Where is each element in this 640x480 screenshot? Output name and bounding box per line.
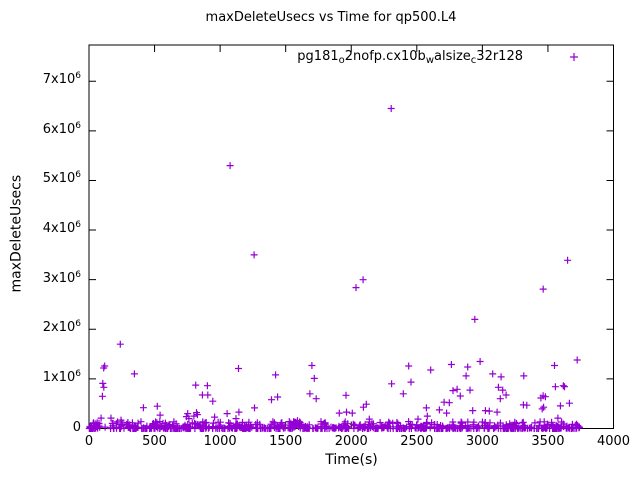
x-tick-label: 4000 <box>596 434 631 449</box>
y-tick-label: 4x106 <box>0 220 81 237</box>
y-tick-label: 1x106 <box>0 368 81 385</box>
legend-label-subscript: c <box>470 55 477 66</box>
y-tick-label: 7x106 <box>0 71 81 88</box>
y-tick-mantissa: 7x10 <box>42 72 76 88</box>
x-tick-label: 0 <box>84 434 94 449</box>
axis-tick-marks <box>88 45 614 429</box>
x-tick-label: 2000 <box>334 434 368 449</box>
legend-label-text: alsize <box>434 49 471 64</box>
x-tick-label: 1500 <box>269 434 303 449</box>
legend-series-label: pg181o2nofp.cx10bwalsizec32r128 <box>200 49 523 66</box>
scatter-points <box>85 105 583 432</box>
y-tick-exponent: 6 <box>75 319 81 330</box>
y-tick-exponent: 6 <box>75 71 81 82</box>
y-tick-mantissa: 3x10 <box>42 270 76 286</box>
y-tick-mantissa: 5x10 <box>42 171 76 187</box>
x-tick-label: 500 <box>142 434 167 449</box>
y-tick-exponent: 6 <box>75 120 81 131</box>
y-tick-exponent: 6 <box>75 220 81 231</box>
y-tick-label: 3x106 <box>0 269 81 286</box>
x-tick-label: 1000 <box>203 434 237 449</box>
legend-label-text: pg181 <box>297 49 339 64</box>
x-tick-label: 3500 <box>531 434 565 449</box>
y-tick-label: 2x106 <box>0 319 81 336</box>
legend-label-subscript: o <box>338 55 345 66</box>
y-tick-label: 0 <box>0 420 81 435</box>
x-tick-label: 2500 <box>400 434 434 449</box>
x-tick-label: 3000 <box>465 434 499 449</box>
chart-title: maxDeleteUsecs vs Time for qp500.L4 <box>205 10 457 25</box>
y-tick-mantissa: 6x10 <box>42 121 76 137</box>
y-tick-label: 5x106 <box>0 170 81 187</box>
y-tick-label: 6x106 <box>0 120 81 137</box>
y-tick-mantissa: 1x10 <box>42 369 76 385</box>
legend-label-text: 32r128 <box>476 49 523 64</box>
plot-border <box>88 44 614 429</box>
legend-label-text: 2nofp.cx10b <box>344 49 426 64</box>
legend-marker-icon <box>570 53 578 61</box>
y-tick-exponent: 6 <box>75 368 81 379</box>
y-tick-exponent: 6 <box>75 269 81 280</box>
y-tick-exponent: 6 <box>75 170 81 181</box>
x-axis-label: Time(s) <box>325 452 378 468</box>
y-tick-mantissa: 0 <box>72 419 81 435</box>
y-tick-mantissa: 2x10 <box>42 320 76 336</box>
y-tick-mantissa: 4x10 <box>42 221 76 237</box>
legend-label-subscript: w <box>425 55 434 66</box>
